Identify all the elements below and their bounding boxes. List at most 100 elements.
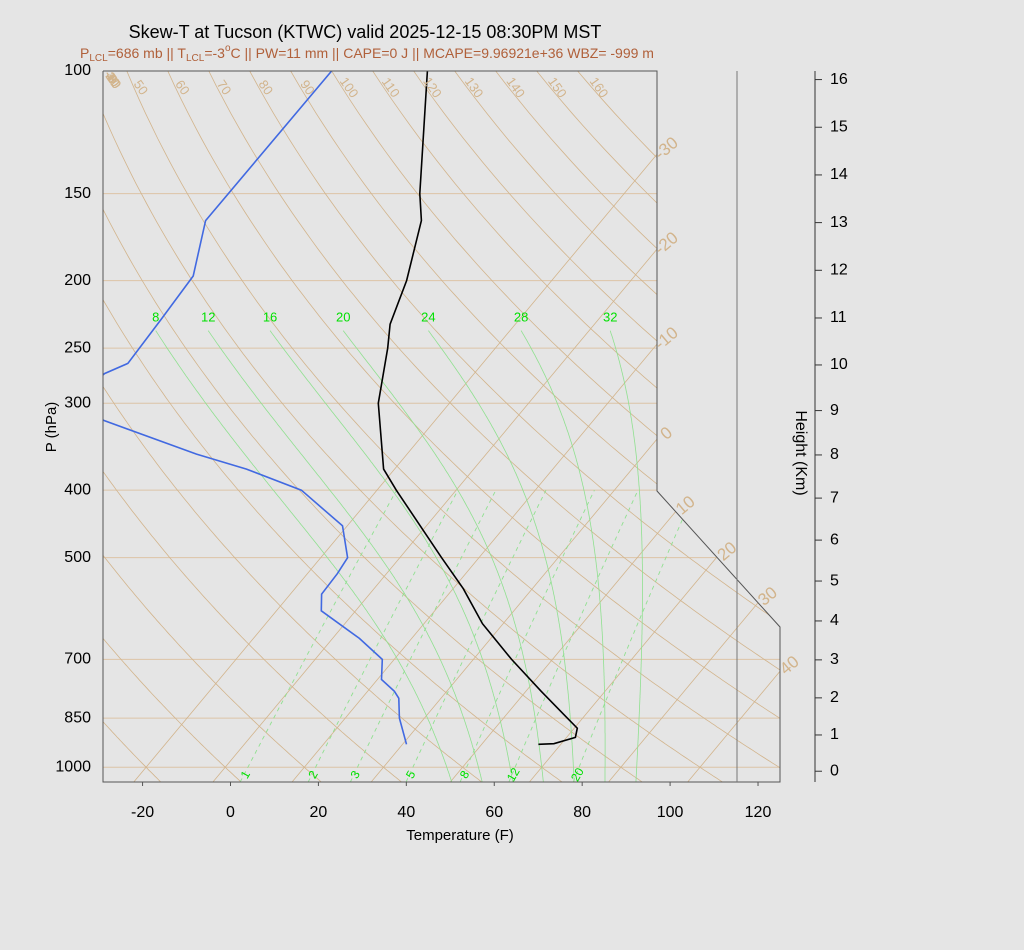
dry-adiabat xyxy=(103,71,242,782)
dry-adiabat-label: 50 xyxy=(131,77,152,97)
mixing-ratio-label: 12 xyxy=(504,765,523,784)
dry-adiabat-label: 40 xyxy=(103,69,124,89)
y-tick-label: 100 xyxy=(64,62,91,79)
dry-adiabat xyxy=(208,71,780,782)
subtitle-part: =686 mb || T xyxy=(108,45,187,61)
height-tick-label: 9 xyxy=(830,402,839,419)
moist-adiabat xyxy=(428,330,575,782)
subtitle-part: LCL xyxy=(186,53,205,64)
mixing-ratio-line xyxy=(508,490,639,782)
dry-adiabat-label: 10 xyxy=(103,69,124,89)
x-axis-label: Temperature (F) xyxy=(406,827,514,844)
y-tick-label: 400 xyxy=(64,481,91,498)
height-tick-label: 2 xyxy=(830,689,839,706)
dry-adiabat xyxy=(372,71,780,782)
moist-adiabat-label: 16 xyxy=(263,309,277,324)
moist-adiabat xyxy=(155,330,453,782)
x-tick-label: -20 xyxy=(131,804,154,821)
dry-adiabat xyxy=(103,71,723,782)
dry-adiabat-label: 70 xyxy=(214,77,235,97)
dry-adiabat xyxy=(290,71,780,782)
moist-adiabat xyxy=(269,330,514,782)
moist-adiabat-label: 20 xyxy=(336,309,350,324)
moist-adiabat-label: 28 xyxy=(514,309,528,324)
height-tick-label: 12 xyxy=(830,262,848,279)
dry-adiabat xyxy=(249,71,780,782)
subtitle-part: C || PW=11 mm || CAPE=0 J || MCAPE=9.969… xyxy=(231,45,654,61)
isotherm xyxy=(529,71,780,782)
dry-adiabat xyxy=(126,71,780,782)
height-tick-label: 3 xyxy=(830,651,839,668)
height-tick-label: 5 xyxy=(830,572,839,589)
height-tick-label: 7 xyxy=(830,489,839,506)
profile-line xyxy=(377,71,579,746)
dry-adiabat xyxy=(103,71,402,782)
dry-adiabat-label: 60 xyxy=(172,77,193,97)
profiles xyxy=(103,71,579,746)
subtitle-part: P xyxy=(80,45,89,61)
dry-adiabat xyxy=(167,71,780,782)
y-tick-label: 1000 xyxy=(55,758,91,775)
height-tick-label: 13 xyxy=(830,214,848,231)
isotherm xyxy=(291,71,780,782)
dry-adiabat xyxy=(331,71,780,782)
x-tick-label: 100 xyxy=(657,804,684,821)
isotherm xyxy=(133,71,727,782)
dry-adiabat xyxy=(103,71,322,782)
height-tick-label: 6 xyxy=(830,531,839,548)
subtitle-part: o xyxy=(225,43,231,54)
dry-adiabat-label: 90 xyxy=(297,77,318,97)
x-tick-label: 60 xyxy=(485,804,503,821)
moist-adiabat xyxy=(207,330,483,782)
y-tick-label: 200 xyxy=(64,272,91,289)
height-tick-label: 4 xyxy=(830,612,839,629)
x-tick-label: 0 xyxy=(226,804,235,821)
subtitle-part: LCL xyxy=(89,53,108,64)
dry-adiabat xyxy=(103,71,482,782)
y-tick-label: 500 xyxy=(64,549,91,566)
moist-adiabat-label: 32 xyxy=(603,309,617,324)
moist-adiabat-label: 8 xyxy=(152,309,159,324)
dry-adiabat-label: 30 xyxy=(103,69,124,89)
mixing-ratio-line xyxy=(459,490,595,782)
y-tick-label: 300 xyxy=(64,394,91,411)
height-tick-label: 16 xyxy=(830,71,848,88)
mixing-ratio-line xyxy=(405,489,547,782)
moist-adiabat xyxy=(520,330,606,782)
y-tick-label: 700 xyxy=(64,651,91,668)
height-tick-label: 11 xyxy=(830,309,847,326)
y-tick-label: 250 xyxy=(64,339,91,356)
chart-subtitle: PLCL=686 mb || TLCL=-3oC || PW=11 mm || … xyxy=(80,43,654,64)
dry-adiabat xyxy=(103,71,162,782)
x-tick-label: 80 xyxy=(573,804,591,821)
profile-line xyxy=(103,71,408,745)
y-tick-label: 150 xyxy=(64,185,91,202)
x-tick-label: 20 xyxy=(310,804,328,821)
moist-adiabat xyxy=(609,330,643,782)
dry-adiabat xyxy=(103,71,643,782)
height-tick-label: 15 xyxy=(830,118,848,135)
dry-adiabat xyxy=(103,71,563,782)
mixing-ratio-line xyxy=(239,489,397,782)
dry-adiabat-label: 20 xyxy=(103,69,124,89)
y-tick-label: 850 xyxy=(64,709,91,726)
height-tick-label: 14 xyxy=(830,166,848,183)
dry-adiabat-label: 80 xyxy=(256,77,277,97)
moist-adiabat-label: 12 xyxy=(201,309,215,324)
chart-title: Skew-T at Tucson (KTWC) valid 2025-12-15… xyxy=(129,22,602,42)
height-tick-label: 1 xyxy=(830,726,839,743)
mixing-ratio-label: 20 xyxy=(568,765,587,784)
subtitle-part: =-3 xyxy=(204,45,225,61)
y-axis-label: P (hPa) xyxy=(43,402,60,453)
isotherm xyxy=(608,71,780,782)
height-tick-label: 8 xyxy=(830,446,839,463)
height-tick-label: 0 xyxy=(830,762,839,779)
height-tick-label: 10 xyxy=(830,356,848,373)
plot-frame xyxy=(102,70,781,783)
x-tick-label: 120 xyxy=(745,804,772,821)
moist-adiabat xyxy=(342,330,544,782)
mixing-ratio-line xyxy=(572,490,696,782)
